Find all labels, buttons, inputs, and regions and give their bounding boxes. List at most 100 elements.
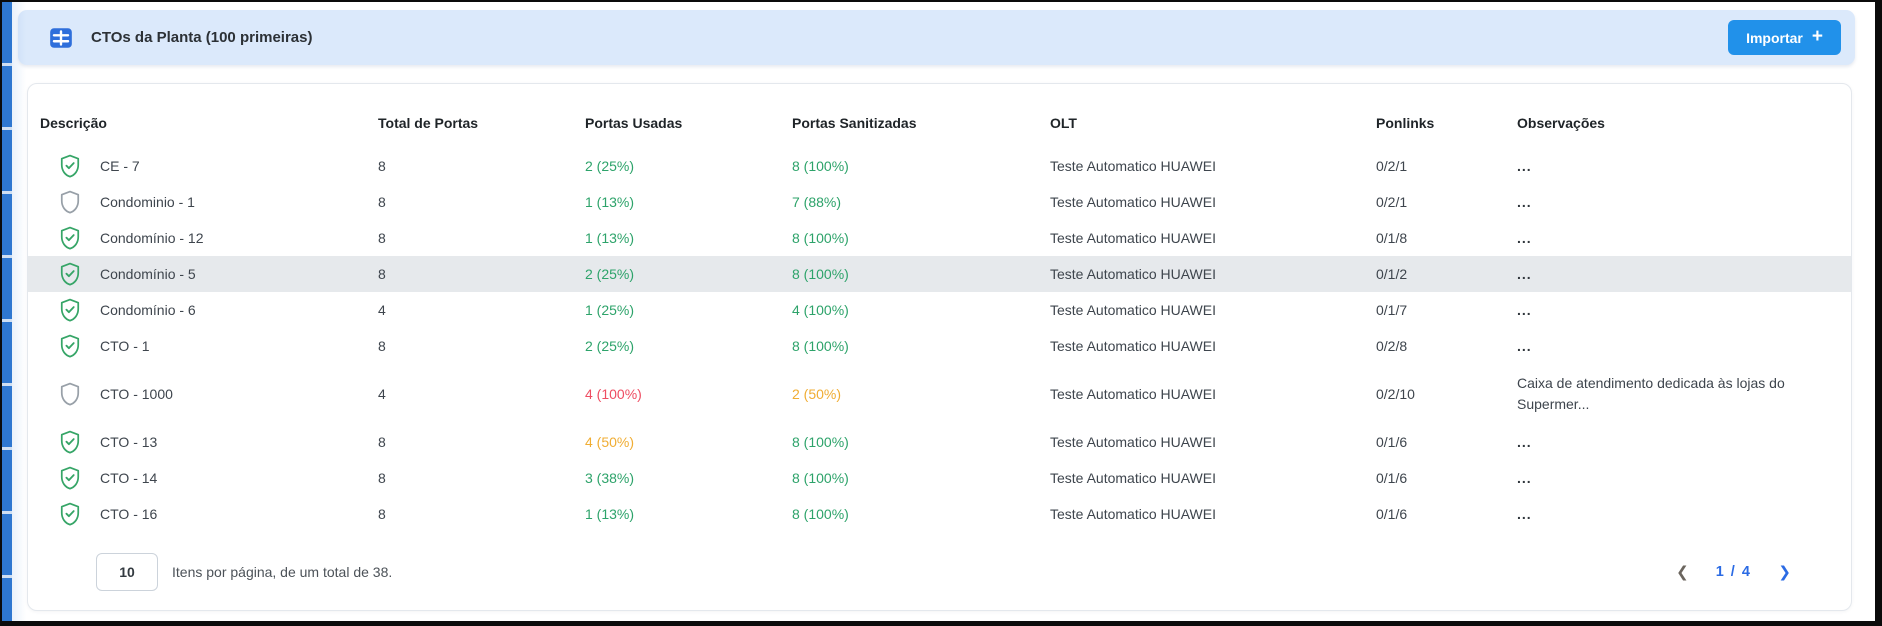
shield-icon bbox=[57, 381, 83, 407]
descricao-cell: CTO - 14 bbox=[40, 465, 378, 491]
descricao-cell: Condomínio - 12 bbox=[40, 225, 378, 251]
cto-name: CTO - 14 bbox=[100, 470, 158, 486]
portas-usadas-cell: 4 (100%) bbox=[585, 386, 642, 402]
portas-sanitizadas-cell: 8 (100%) bbox=[792, 506, 849, 522]
total-portas-cell: 8 bbox=[378, 194, 386, 210]
total-portas-cell: 8 bbox=[378, 230, 386, 246]
portas-usadas-cell: 3 (38%) bbox=[585, 470, 635, 486]
table-body: CE - 7 8 2 (25%) 8 (100%) Teste Automatico H… bbox=[28, 148, 1851, 532]
table-row[interactable]: Condomínio - 6 4 1 (25%) 4 (100%) Teste Auto… bbox=[28, 292, 1851, 328]
observacoes-cell: ... bbox=[1517, 469, 1532, 486]
table-row[interactable]: CTO - 14 8 3 (38%) 8 (100%) Teste Automatico… bbox=[28, 460, 1851, 496]
table-row[interactable]: Condomínio - 5 8 2 (25%) 8 (100%) Teste Auto… bbox=[28, 256, 1851, 292]
descricao-cell: Condominio - 1 bbox=[40, 189, 378, 215]
import-button-label: Importar bbox=[1746, 29, 1803, 46]
ponlinks-cell: 0/2/1 bbox=[1376, 158, 1408, 174]
olt-cell: Teste Automatico HUAWEI bbox=[1050, 158, 1216, 174]
table-row[interactable]: Condomínio - 12 8 1 (13%) 8 (100%) Teste Aut… bbox=[28, 220, 1851, 256]
items-per-page-group: Itens por página, de um total de 38. bbox=[28, 553, 392, 591]
portas-usadas-cell: 1 (25%) bbox=[585, 302, 635, 318]
olt-cell: Teste Automatico HUAWEI bbox=[1050, 434, 1216, 450]
ponlinks-cell: 0/1/6 bbox=[1376, 506, 1408, 522]
total-portas-cell: 8 bbox=[378, 434, 386, 450]
olt-cell: Teste Automatico HUAWEI bbox=[1050, 386, 1216, 402]
descricao-cell: CTO - 1 bbox=[40, 333, 378, 359]
observacoes-cell: Caixa de atendimento dedicada às lojas d… bbox=[1517, 375, 1785, 412]
column-header-5: Ponlinks bbox=[1376, 115, 1435, 131]
descricao-cell: Condomínio - 5 bbox=[40, 261, 378, 287]
portas-usadas-cell: 4 (50%) bbox=[585, 434, 635, 450]
panel-title: CTOs da Planta (100 primeiras) bbox=[91, 29, 313, 46]
shield-icon bbox=[57, 189, 83, 215]
shield-check-icon bbox=[57, 501, 83, 527]
total-portas-cell: 8 bbox=[378, 266, 386, 282]
import-button[interactable]: Importar + bbox=[1728, 20, 1841, 55]
portas-usadas-cell: 1 (13%) bbox=[585, 506, 635, 522]
table-icon bbox=[48, 25, 74, 51]
observacoes-cell: ... bbox=[1517, 433, 1532, 450]
total-portas-cell: 8 bbox=[378, 338, 386, 354]
portas-sanitizadas-cell: 8 (100%) bbox=[792, 470, 849, 486]
table-row[interactable]: CTO - 1 8 2 (25%) 8 (100%) Teste Automatico … bbox=[28, 328, 1851, 364]
column-header-2: Portas Usadas bbox=[585, 115, 683, 131]
shield-check-icon bbox=[57, 333, 83, 359]
table-row[interactable]: CTO - 1000 4 4 (100%) 2 (50%) Teste Automati… bbox=[28, 364, 1851, 424]
column-header-3: Portas Sanitizadas bbox=[792, 115, 917, 131]
prev-page-icon[interactable]: ❮ bbox=[1676, 564, 1689, 581]
table-footer: Itens por página, de um total de 38. ❮ 1… bbox=[28, 552, 1851, 592]
ponlinks-cell: 0/1/6 bbox=[1376, 470, 1408, 486]
olt-cell: Teste Automatico HUAWEI bbox=[1050, 470, 1216, 486]
column-header-6: Observações bbox=[1517, 115, 1605, 131]
portas-sanitizadas-cell: 2 (50%) bbox=[792, 386, 842, 402]
portas-sanitizadas-cell: 8 (100%) bbox=[792, 434, 849, 450]
olt-cell: Teste Automatico HUAWEI bbox=[1050, 302, 1216, 318]
page-indicator: 1 / 4 bbox=[1715, 564, 1752, 580]
ponlinks-cell: 0/1/6 bbox=[1376, 434, 1408, 450]
table-row[interactable]: CE - 7 8 2 (25%) 8 (100%) Teste Automatico H… bbox=[28, 148, 1851, 184]
observacoes-cell: ... bbox=[1517, 157, 1532, 174]
cto-name: CTO - 13 bbox=[100, 434, 158, 450]
column-header-0: Descrição bbox=[40, 115, 107, 131]
table-row[interactable]: CTO - 13 8 4 (50%) 8 (100%) Teste Automatico… bbox=[28, 424, 1851, 460]
column-header-4: OLT bbox=[1050, 115, 1077, 131]
items-per-page-input[interactable] bbox=[96, 553, 158, 591]
table-row[interactable]: Condominio - 1 8 1 (13%) 7 (88%) Teste Autom… bbox=[28, 184, 1851, 220]
total-portas-cell: 8 bbox=[378, 470, 386, 486]
portas-sanitizadas-cell: 8 (100%) bbox=[792, 158, 849, 174]
cto-name: CE - 7 bbox=[100, 158, 140, 174]
total-portas-cell: 4 bbox=[378, 386, 386, 402]
plus-icon: + bbox=[1811, 26, 1823, 47]
portas-sanitizadas-cell: 8 (100%) bbox=[792, 338, 849, 354]
items-summary: Itens por página, de um total de 38. bbox=[172, 564, 393, 580]
portas-usadas-cell: 2 (25%) bbox=[585, 338, 635, 354]
table-row[interactable]: CTO - 16 8 1 (13%) 8 (100%) Teste Automatico… bbox=[28, 496, 1851, 532]
cto-name: CTO - 1 bbox=[100, 338, 150, 354]
cto-name: CTO - 16 bbox=[100, 506, 158, 522]
observacoes-cell: ... bbox=[1517, 193, 1532, 210]
descricao-cell: Condomínio - 6 bbox=[40, 297, 378, 323]
observacoes-cell: ... bbox=[1517, 265, 1532, 282]
ponlinks-cell: 0/2/10 bbox=[1376, 386, 1415, 402]
descricao-cell: CTO - 1000 bbox=[40, 381, 378, 407]
shield-check-icon bbox=[57, 297, 83, 323]
panel-header: CTOs da Planta (100 primeiras) Importar … bbox=[18, 10, 1855, 65]
cto-name: Condomínio - 6 bbox=[100, 302, 196, 318]
total-portas-cell: 4 bbox=[378, 302, 386, 318]
observacoes-cell: ... bbox=[1517, 505, 1532, 522]
cto-name: Condomínio - 12 bbox=[100, 230, 204, 246]
shield-check-icon bbox=[57, 429, 83, 455]
shield-check-icon bbox=[57, 225, 83, 251]
descricao-cell: CTO - 16 bbox=[40, 501, 378, 527]
shield-check-icon bbox=[57, 153, 83, 179]
ponlinks-cell: 0/1/8 bbox=[1376, 230, 1408, 246]
descricao-cell: CTO - 13 bbox=[40, 429, 378, 455]
ponlinks-cell: 0/2/8 bbox=[1376, 338, 1408, 354]
shield-check-icon bbox=[57, 465, 83, 491]
ponlinks-cell: 0/1/2 bbox=[1376, 266, 1408, 282]
shield-check-icon bbox=[57, 261, 83, 287]
observacoes-cell: ... bbox=[1517, 301, 1532, 318]
left-edge-segmented-bar bbox=[2, 2, 26, 621]
column-header-1: Total de Portas bbox=[378, 115, 479, 131]
next-page-icon[interactable]: ❯ bbox=[1778, 564, 1791, 581]
descricao-cell: CE - 7 bbox=[40, 153, 378, 179]
